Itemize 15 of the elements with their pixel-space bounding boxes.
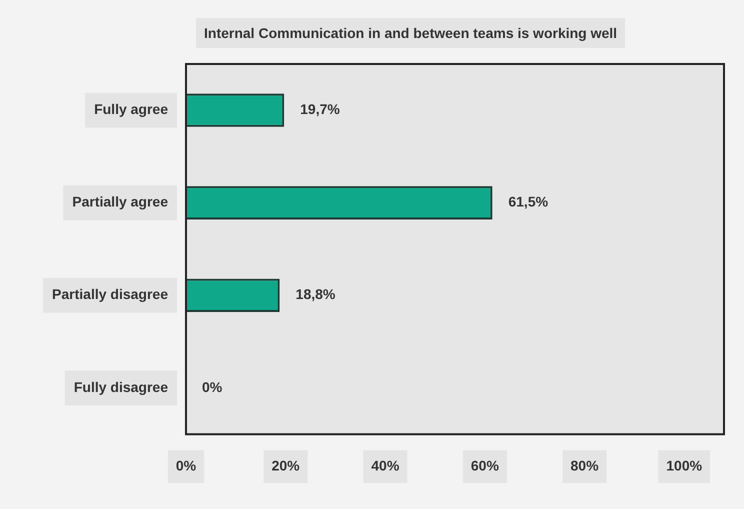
x-tick-label: 40% bbox=[371, 457, 400, 474]
x-tick-label: 20% bbox=[272, 457, 300, 474]
data-label: 18,8% bbox=[296, 286, 336, 302]
x-tick-label: 60% bbox=[470, 457, 500, 474]
y-tick-label: Partially disagree bbox=[52, 286, 168, 302]
y-tick-label: Partially agree bbox=[72, 194, 168, 210]
x-tick-label: 80% bbox=[570, 457, 600, 474]
data-label: 0% bbox=[202, 378, 223, 395]
chart-title: Internal Communication in and between teams is working well bbox=[196, 18, 626, 48]
y-tick-label: Fully disagree bbox=[74, 378, 168, 395]
x-tick-label: 0% bbox=[176, 457, 197, 474]
data-label: 61,5% bbox=[508, 194, 549, 210]
data-label: 19,7% bbox=[300, 101, 340, 118]
y-tick-label: Fully agree bbox=[94, 101, 168, 118]
x-tick-label: 100% bbox=[666, 457, 703, 474]
